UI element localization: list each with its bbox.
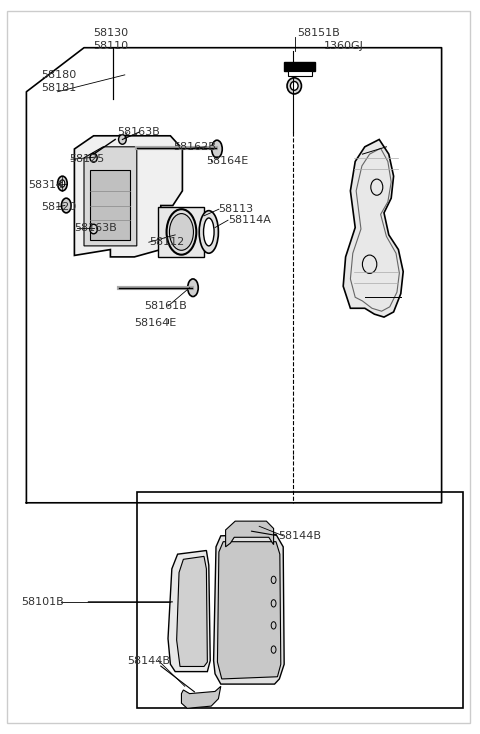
Text: 58314: 58314 (28, 180, 63, 190)
Text: 58144B: 58144B (278, 531, 322, 541)
Ellipse shape (60, 180, 65, 187)
Text: 58130: 58130 (94, 28, 129, 38)
Bar (288, 71, 312, 76)
Polygon shape (74, 136, 182, 257)
Ellipse shape (169, 214, 193, 250)
Ellipse shape (290, 81, 298, 90)
Text: 58164E: 58164E (206, 156, 249, 167)
Text: 58151B: 58151B (298, 28, 340, 38)
Polygon shape (217, 542, 281, 679)
Ellipse shape (58, 176, 67, 191)
Text: 58181: 58181 (41, 83, 76, 93)
Text: 1360GJ: 1360GJ (324, 41, 364, 51)
Text: 58112: 58112 (149, 237, 184, 247)
Text: 58163B: 58163B (118, 127, 160, 137)
Text: 58113: 58113 (218, 204, 253, 214)
Text: 58164E: 58164E (134, 318, 177, 328)
Text: 58180: 58180 (41, 70, 76, 80)
Bar (137, 492, 463, 708)
Text: 58162B: 58162B (173, 142, 216, 152)
Ellipse shape (188, 279, 198, 297)
Ellipse shape (212, 140, 222, 158)
Ellipse shape (119, 134, 126, 144)
Polygon shape (168, 550, 210, 672)
Bar (284, 62, 315, 71)
Bar (158, 207, 204, 257)
Polygon shape (84, 147, 137, 246)
Polygon shape (343, 139, 403, 317)
Ellipse shape (167, 209, 196, 255)
Text: 58163B: 58163B (74, 222, 117, 233)
Ellipse shape (287, 78, 301, 94)
Text: 58125: 58125 (70, 154, 105, 164)
Ellipse shape (90, 225, 97, 234)
Text: 58101B: 58101B (22, 597, 64, 607)
Text: 58144B: 58144B (127, 655, 170, 666)
Text: 58110: 58110 (94, 41, 129, 51)
Polygon shape (214, 534, 284, 684)
Polygon shape (177, 556, 207, 666)
Text: 58120: 58120 (41, 202, 76, 212)
Text: 58161B: 58161B (144, 301, 187, 311)
Ellipse shape (204, 218, 214, 246)
Ellipse shape (199, 211, 218, 253)
Polygon shape (181, 686, 221, 708)
Ellipse shape (61, 198, 71, 213)
Ellipse shape (189, 281, 197, 294)
Ellipse shape (90, 153, 97, 162)
Ellipse shape (213, 142, 221, 155)
Polygon shape (226, 521, 274, 547)
Bar (90, 170, 130, 240)
Text: 58114A: 58114A (228, 215, 271, 225)
